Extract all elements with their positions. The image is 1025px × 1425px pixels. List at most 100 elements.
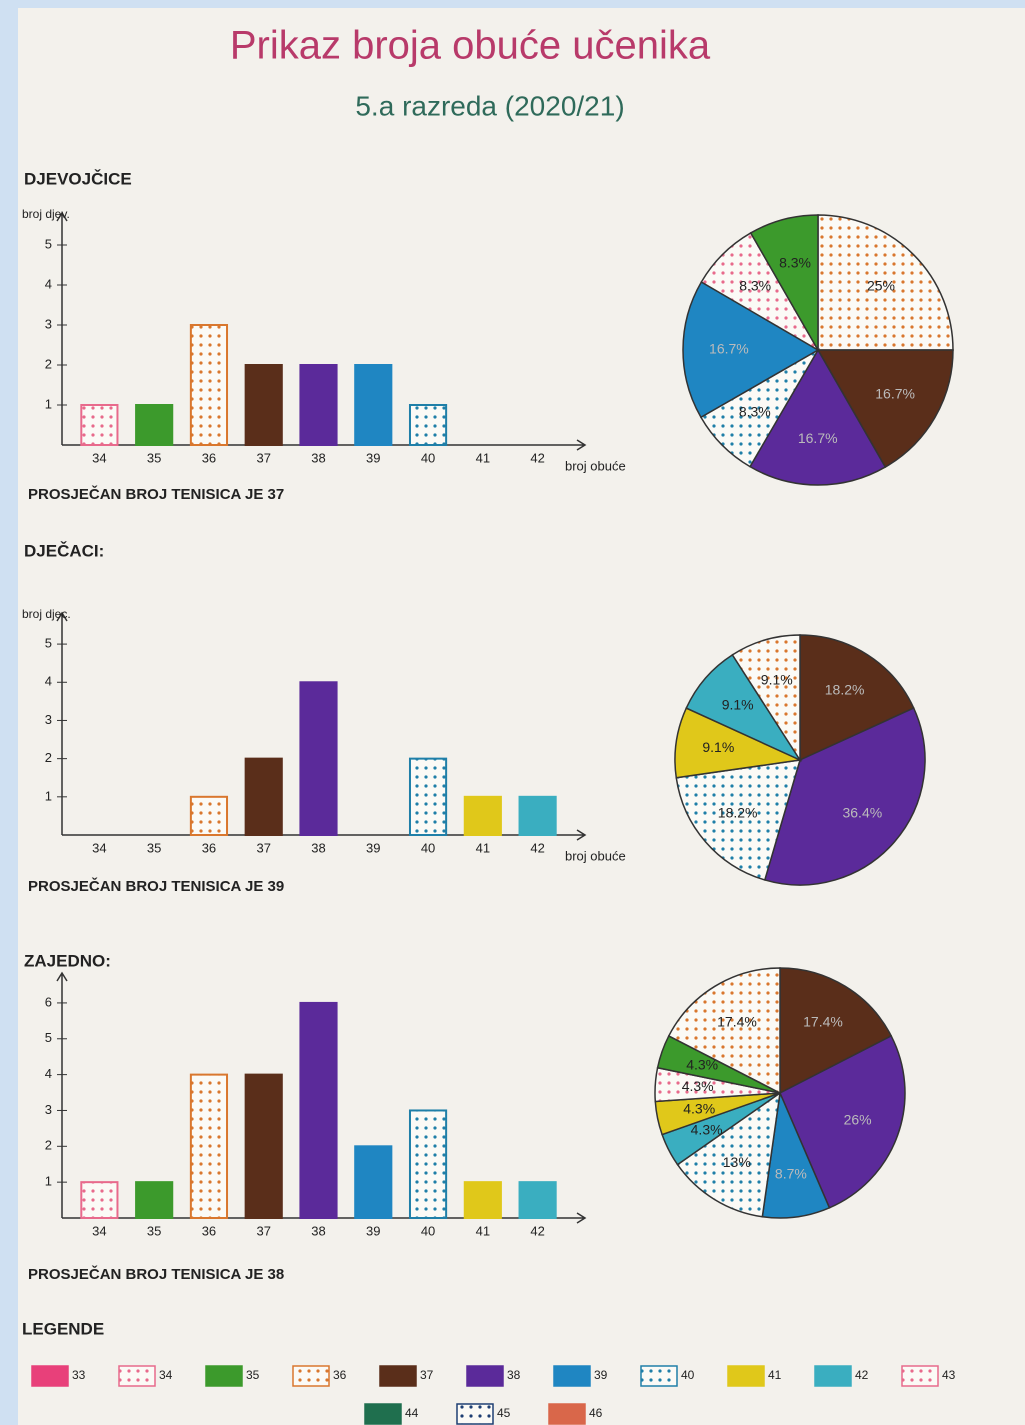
pie-value-label: 16.7% [709,340,749,356]
bar [354,364,393,446]
legend-label: 34 [159,1368,173,1382]
bar [244,1073,283,1219]
x-tick-label: 38 [311,1223,325,1238]
bar [463,795,502,836]
legend-swatch [901,1365,939,1387]
y-tick-label: 3 [45,316,52,331]
legend-swatch [205,1365,243,1387]
pie-value-label: 18.2% [825,681,865,697]
bar [518,1181,557,1219]
bar [518,795,557,836]
y-tick-label: 5 [45,1030,52,1045]
pie-slice [763,707,926,886]
bar [408,1109,448,1220]
pie-slice [675,759,802,881]
pie-value-label: 26% [844,1112,872,1128]
legend-swatch [292,1365,330,1387]
legend-swatch [640,1365,678,1387]
y-tick-label: 3 [45,712,52,727]
pie-slice [667,967,781,1095]
legend-label: 40 [681,1368,695,1382]
legend-swatch [118,1365,156,1387]
pie-value-label: 8.3% [739,404,771,420]
y-tick-label: 4 [45,276,52,291]
pie-value-label: 9.1% [761,672,793,688]
legend-swatch [364,1403,402,1425]
pie-slice [731,634,801,763]
pie-value-label: 9.1% [702,739,734,755]
x-tick-label: 41 [476,1223,490,1238]
pie-value-label: 4.3% [691,1121,723,1137]
note: PROSJEČAN BROJ TENISICA JE 38 [28,1265,284,1283]
legend-swatch [379,1365,417,1387]
section-title: ZAJEDNO: [24,951,111,970]
bar [299,681,338,836]
pie-value-label: 17.4% [717,1013,757,1029]
pie-value-label: 8.3% [739,278,771,294]
pie-value-label: 4.3% [686,1056,718,1072]
x-tick-label: 42 [530,450,544,465]
x-tick-label: 37 [256,450,270,465]
y-axis [56,971,68,1218]
bar [408,757,448,836]
y-axis [56,211,68,445]
x-axis-label: broj obuće [565,848,626,863]
y-axis-label: broj djec. [22,607,71,621]
pie-slice [749,214,819,353]
y-tick-label: 2 [45,356,52,371]
legend-swatch [31,1365,69,1387]
legend-swatch [456,1403,494,1425]
legend-swatch [548,1403,586,1425]
bar [135,404,174,446]
bar [299,1001,338,1220]
pie-slice [817,214,954,351]
y-tick-label: 6 [45,994,52,1009]
x-tick-label: 39 [366,840,380,855]
poster-subtitle: 5.a razreda (2020/21) [355,90,624,121]
x-tick-label: 40 [421,1223,435,1238]
bar [189,324,229,446]
legend-label: 38 [507,1368,521,1382]
bar [189,795,229,836]
legend-swatch [727,1365,765,1387]
pie-value-label: 4.3% [682,1078,714,1094]
x-tick-label: 34 [92,1223,106,1238]
pie-value-label: 9.1% [722,697,754,713]
section-title: DJEČACI: [24,541,104,560]
x-tick-label: 40 [421,450,435,465]
y-axis [56,611,68,835]
bar [463,1181,502,1219]
pie-value-label: 16.7% [798,430,838,446]
x-tick-label: 39 [366,450,380,465]
y-tick-label: 2 [45,750,52,765]
bar [189,1073,229,1219]
pie-slice [799,634,915,762]
note: PROSJEČAN BROJ TENISICA JE 39 [28,877,284,895]
y-tick-label: 5 [45,636,52,651]
legend-label: 35 [246,1368,260,1382]
pie-value-label: 8.7% [775,1165,807,1181]
legend-label: 36 [333,1368,347,1382]
bar [408,404,448,446]
x-tick-label: 38 [311,840,325,855]
x-tick-label: 41 [476,450,490,465]
y-tick-label: 1 [45,1174,52,1189]
x-tick-label: 42 [530,840,544,855]
legend-label: 41 [768,1368,782,1382]
pie-slice [779,967,893,1095]
pie-slice [816,349,954,469]
x-tick-label: 37 [256,840,270,855]
poster-title: Prikaz broja obuće učenika [230,24,711,68]
pie-slice [682,280,820,419]
pie-value-label: 17.4% [803,1013,843,1029]
note: PROSJEČAN BROJ TENISICA JE 37 [28,485,284,503]
legend-label: 39 [594,1368,608,1382]
y-tick-label: 5 [45,236,52,251]
x-tick-label: 34 [92,450,106,465]
pie-value-label: 8.3% [779,255,811,271]
y-axis-label: broj djev. [22,207,70,221]
bar [80,1181,119,1219]
x-tick-label: 41 [476,840,490,855]
y-tick-label: 1 [45,788,52,803]
